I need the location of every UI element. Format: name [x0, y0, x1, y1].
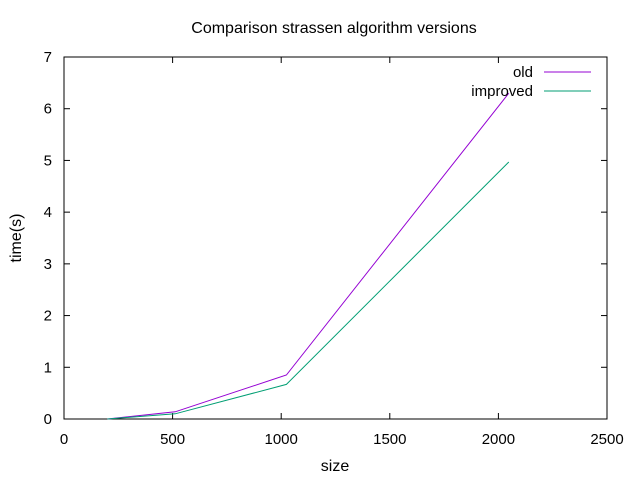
- legend-label-old: old: [513, 64, 533, 81]
- x-tick-label: 2000: [482, 431, 515, 448]
- series-line-improved: [107, 161, 510, 420]
- x-axis-label: size: [321, 458, 350, 475]
- y-axis-label: time(s): [8, 214, 25, 263]
- legend: old improved: [471, 64, 591, 100]
- y-tick-label: 7: [44, 49, 52, 66]
- y-tick-label: 1: [44, 359, 52, 376]
- chart-title: Comparison strassen algorithm versions: [191, 20, 476, 37]
- x-axis-ticks: 0 500 1000 1500 2000 2500: [60, 57, 624, 448]
- series-line-old: [107, 92, 510, 420]
- plot-area-border: [63, 56, 608, 420]
- y-tick-label: 2: [44, 308, 52, 325]
- x-tick-label: 0: [60, 431, 68, 448]
- y-tick-label: 5: [44, 152, 52, 169]
- y-axis-ticks: 0 1 2 3 4 5 6 7: [44, 49, 607, 428]
- legend-label-improved: improved: [471, 83, 533, 100]
- x-tick-label: 1500: [373, 431, 406, 448]
- y-tick-label: 3: [44, 256, 52, 273]
- x-tick-label: 1000: [265, 431, 298, 448]
- x-tick-label: 500: [160, 431, 185, 448]
- y-tick-label: 4: [44, 204, 52, 221]
- x-tick-label: 2500: [590, 431, 623, 448]
- y-tick-label: 0: [44, 411, 52, 428]
- y-tick-label: 6: [44, 101, 52, 118]
- series-lines: [107, 92, 510, 420]
